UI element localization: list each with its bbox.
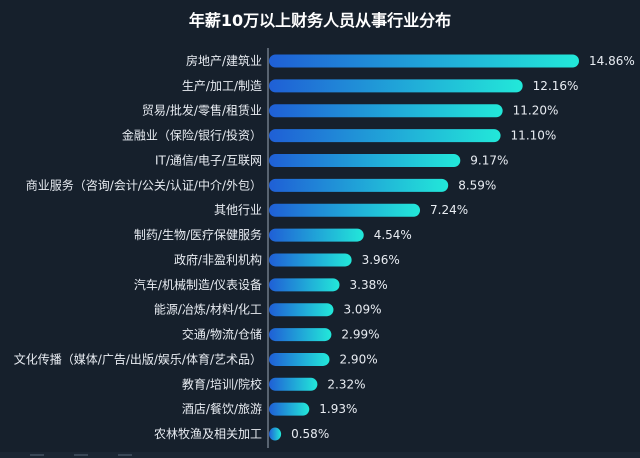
value-label: 11.10%: [511, 129, 557, 143]
category-label: 教育/培训/院校: [182, 376, 262, 391]
bar: [269, 427, 282, 441]
value-label: 8.59%: [458, 178, 496, 192]
category-label: 房地产/建筑业: [186, 53, 262, 68]
value-label: 14.86%: [589, 54, 635, 68]
bar: [269, 153, 461, 167]
bar: [269, 79, 523, 93]
bar: [269, 402, 310, 416]
category-label: 文化传播（媒体/广告/出版/娱乐/体育/艺术品）: [14, 351, 262, 366]
bar: [269, 303, 334, 317]
category-label: 生产/加工/制造: [182, 79, 262, 93]
category-label: 能源/冶炼/材料/化工: [154, 302, 262, 317]
category-label: 贸易/批发/零售/租赁业: [142, 103, 262, 118]
value-label: 0.58%: [291, 427, 329, 441]
value-label: 2.32%: [327, 377, 365, 391]
value-label: 4.54%: [374, 228, 412, 242]
value-label: 1.93%: [319, 402, 357, 416]
bars-group: 房地产/建筑业 14.86% 生产/加工/制造 12.16% 贸易/批发/零售/租赁业 1…: [14, 53, 635, 441]
bar: [269, 203, 421, 217]
strip-marker: [30, 454, 44, 456]
value-label: 3.09%: [343, 303, 381, 317]
value-label: 7.24%: [430, 203, 468, 217]
value-label: 2.99%: [341, 328, 379, 342]
category-label: 制药/生物/医疗保健服务: [134, 227, 262, 242]
bar: [269, 129, 501, 143]
value-label: 11.20%: [513, 104, 559, 118]
bar: [269, 178, 449, 192]
category-label: 农林牧渔及相关加工: [154, 427, 262, 441]
bar: [269, 328, 332, 342]
value-label: 9.17%: [470, 153, 508, 167]
category-label: 汽车/机械制造/仪表设备: [134, 277, 262, 292]
category-label: 其他行业: [214, 203, 262, 217]
category-label: 交通/物流/仓储: [182, 327, 262, 342]
bar: [269, 377, 318, 391]
value-label: 2.90%: [339, 352, 377, 366]
chart-title: 年薪10万以上财务人员从事行业分布: [189, 11, 451, 30]
category-label: 金融业（保险/银行/投资）: [122, 128, 262, 143]
category-label: 政府/非盈利机构: [174, 252, 262, 267]
category-label: IT/通信/电子/互联网: [155, 153, 262, 167]
bar: [269, 352, 330, 366]
bottom-strip: [0, 452, 640, 458]
bar: [269, 228, 364, 242]
category-label: 酒店/餐饮/旅游: [182, 401, 262, 416]
bar: [269, 253, 352, 267]
bar: [269, 278, 340, 292]
strip-marker: [118, 454, 132, 456]
value-label: 3.96%: [362, 253, 400, 267]
bar: [269, 104, 503, 118]
strip-marker: [74, 454, 88, 456]
bar: [269, 54, 579, 68]
value-label: 3.38%: [350, 278, 388, 292]
category-label: 商业服务（咨询/会计/公关/认证/中介/外包）: [26, 177, 262, 192]
value-label: 12.16%: [533, 79, 579, 93]
